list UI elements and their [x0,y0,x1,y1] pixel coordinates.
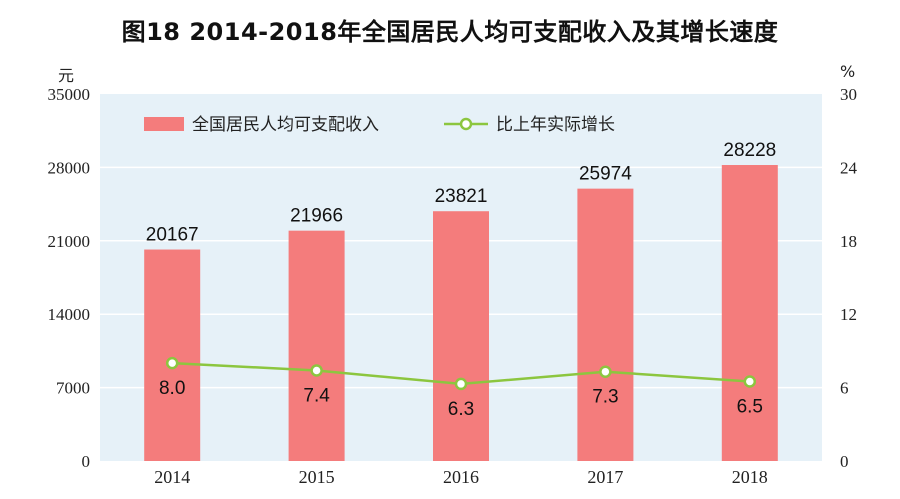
right-axis-tick-label: 6 [840,379,849,398]
income-bar [577,188,634,462]
left-axis-tick-label: 35000 [48,85,91,104]
right-axis-tick-label: 24 [840,158,858,177]
x-axis-tick-label: 2017 [587,467,623,487]
left-axis-tick-label: 14000 [48,305,91,324]
growth-point [165,356,179,370]
right-axis-tick-label: 30 [840,85,857,104]
income-bar-value-label: 28228 [723,140,776,161]
right-axis-unit: % [840,62,856,81]
x-axis-tick-label: 2018 [732,467,768,487]
chart-title: 图18 2014-2018年全国居民人均可支配收入及其增长速度 [121,18,779,46]
legend-swatch-income [144,117,184,131]
income-bar [433,211,489,461]
growth-value-label: 8.0 [159,378,185,399]
income-bar-value-label: 25974 [579,164,632,185]
growth-value-label: 6.5 [737,396,763,417]
x-axis-tick-label: 2016 [443,467,479,487]
growth-value-label: 7.3 [592,387,618,408]
left-axis-tick-label: 21000 [48,232,91,251]
income-bar-value-label: 21966 [290,206,343,227]
income-bar [721,165,778,461]
legend-label-income: 全国居民人均可支配收入 [192,115,379,135]
right-axis-tick-label: 0 [840,452,849,471]
right-axis-tick-label: 18 [840,232,857,251]
growth-point [454,377,468,391]
x-axis-tick-label: 2015 [299,467,335,487]
growth-point [310,364,323,377]
income-bar-value-label: 20167 [146,225,199,246]
income-bar [288,230,345,461]
x-axis-tick-label: 2014 [154,467,190,487]
income-bar [144,249,201,461]
left-axis-tick-label: 28000 [48,158,91,177]
income-bar-value-label: 23821 [435,186,488,207]
left-axis-tick-label: 0 [82,452,91,471]
legend-marker-growth [459,117,473,131]
growth-point [599,365,612,378]
legend-label-growth: 比上年实际增长 [496,115,615,135]
left-axis-unit: 元 [58,66,75,85]
right-axis-tick-label: 12 [840,305,857,324]
growth-value-label: 6.3 [448,399,474,420]
growth-point [743,375,757,388]
growth-value-label: 7.4 [303,385,330,406]
left-axis-tick-label: 7000 [56,379,90,398]
